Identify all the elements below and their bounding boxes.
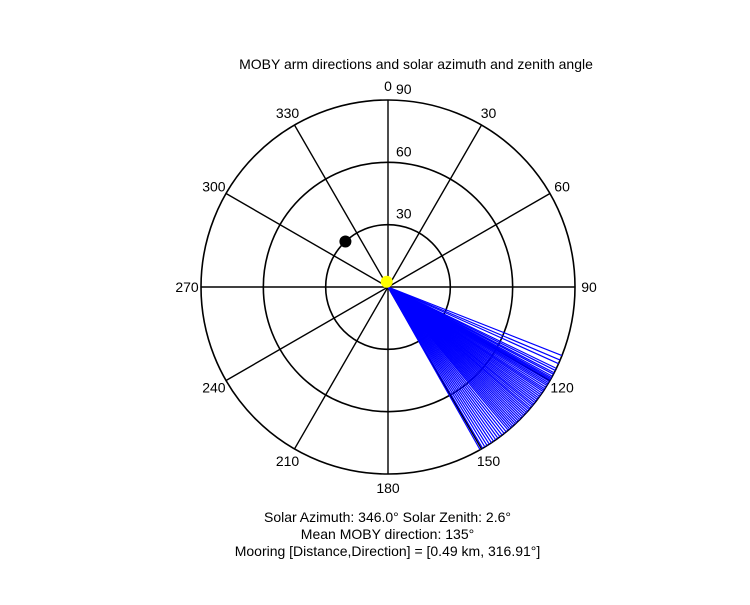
angle-label-90: 90: [581, 279, 597, 295]
arm-line-58: [387, 286, 481, 451]
angle-label-330: 330: [276, 105, 300, 121]
radial-label-60: 60: [396, 143, 412, 159]
markers: [339, 235, 393, 288]
moby-arm-lines: [387, 286, 563, 451]
solar-marker: [380, 275, 393, 288]
arm-line-2: [387, 286, 559, 365]
spoke-300: [225, 192, 389, 288]
caption-mooring: Mooring [Distance,Direction] = [0.49 km,…: [234, 543, 541, 559]
radial-label-90: 90: [396, 81, 412, 97]
angle-label-120: 120: [550, 380, 574, 396]
angle-label-0: 0: [384, 78, 392, 94]
spoke-330: [293, 124, 389, 288]
spoke-210: [293, 286, 389, 450]
chart-title: MOBY arm directions and solar azimuth an…: [239, 56, 593, 72]
tick-labels: 0 30 60 90 120 150 180 210 240 270 300 330 30 60 90: [175, 78, 597, 496]
caption-solar: Solar Azimuth: 346.0° Solar Zenith: 2.6°: [264, 509, 511, 525]
radial-label-30: 30: [396, 206, 412, 222]
angle-label-60: 60: [554, 179, 570, 195]
angle-label-180: 180: [376, 480, 400, 496]
mooring-marker: [339, 235, 352, 248]
angle-label-270: 270: [175, 279, 199, 295]
spoke-60: [387, 192, 551, 288]
spoke-240: [225, 286, 389, 382]
arm-line-0: [387, 286, 563, 357]
angle-label-210: 210: [276, 453, 300, 469]
angle-label-240: 240: [202, 380, 226, 396]
caption-mean-direction: Mean MOBY direction: 135°: [300, 526, 475, 542]
spoke-30: [387, 124, 483, 288]
angle-label-30: 30: [481, 105, 497, 121]
angle-label-300: 300: [202, 179, 226, 195]
angle-label-150: 150: [477, 453, 501, 469]
arm-line-1: [387, 286, 561, 361]
